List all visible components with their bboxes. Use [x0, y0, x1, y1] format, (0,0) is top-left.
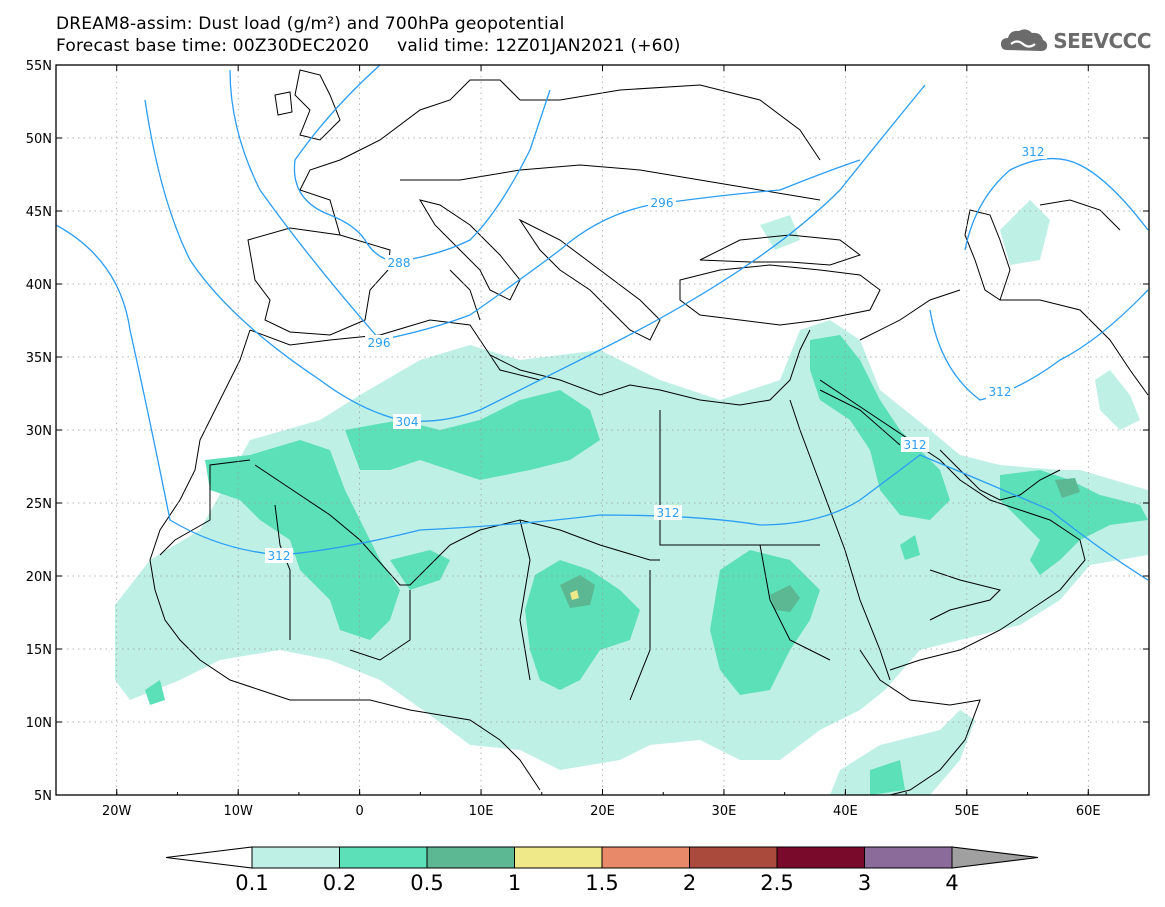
colorbar-over-arrow: [951, 846, 1039, 869]
dust-load-shading: [115, 200, 1148, 795]
logo-text: SEEVCCC: [1053, 29, 1151, 53]
colorbar-label: 0.2: [323, 871, 356, 895]
contour-label-bg: [654, 505, 682, 520]
y-tick-label: 35N: [26, 351, 52, 366]
x-tick-label: 10E: [469, 804, 494, 819]
colorbar-label: 2: [683, 871, 696, 895]
colorbar-swatch: [426, 846, 515, 869]
longitude-labels: 20W 10W 0 10E 20E 30E 40E 50E 60E: [102, 804, 1101, 819]
contour-labels: 312 296 288 296 304 312 312 312 312: [265, 144, 1047, 563]
y-tick-label: 25N: [26, 497, 52, 512]
contour-label-bg: [901, 437, 929, 452]
y-tick-label: 50N: [26, 132, 52, 147]
contour-label: 304: [396, 415, 419, 429]
colorbar-under-arrow: [165, 846, 253, 869]
x-tick-label: 60E: [1076, 804, 1101, 819]
x-tick-label: 40E: [833, 804, 858, 819]
colorbar-swatch: [864, 846, 953, 869]
colorbar-swatch: [514, 846, 603, 869]
colorbar-labels: 0.1 0.2 0.5 1 1.5 2 2.5 3 4: [235, 871, 958, 895]
y-tick-label: 55N: [26, 59, 52, 74]
contour-label: 312: [268, 549, 291, 563]
x-tick-label: 20E: [590, 804, 615, 819]
colorbar-swatch: [776, 846, 865, 869]
x-tick-label: 0: [355, 804, 363, 819]
contour-label: 312: [657, 506, 680, 520]
axis-ticks: [55, 64, 1150, 796]
contour-label: 312: [904, 438, 927, 452]
seevccc-logo: SEEVCCC: [999, 24, 1151, 58]
y-tick-label: 5N: [34, 789, 52, 804]
y-tick-label: 40N: [26, 278, 52, 293]
contour-label: 312: [1022, 145, 1045, 159]
contour-label-bg: [265, 548, 293, 563]
contour-label: 288: [388, 256, 411, 270]
colorbar-label: 4: [945, 871, 958, 895]
colorbar-swatch: [689, 846, 778, 869]
map-subtitle: Forecast base time: 00Z30DEC2020 valid t…: [56, 36, 681, 56]
contour-label: 296: [651, 196, 674, 210]
y-tick-label: 45N: [26, 205, 52, 220]
contour-label-bg: [365, 335, 393, 350]
colorbar-label: 0.1: [235, 871, 268, 895]
colorbar-swatch: [601, 846, 690, 869]
colorbar-label: 0.5: [410, 871, 443, 895]
x-tick-label: 50E: [954, 804, 979, 819]
contour-label-bg: [986, 384, 1014, 399]
dust-colorbar: [165, 846, 1039, 869]
contour-label-bg: [385, 255, 413, 270]
y-tick-label: 20N: [26, 570, 52, 585]
dust-level-0.5: [560, 478, 1080, 612]
geopotential-contours: [56, 65, 1149, 581]
dust-level-1: [570, 590, 579, 600]
contour-label-bg: [648, 195, 676, 210]
colorbar-swatch: [251, 846, 340, 869]
colorbar-swatch: [339, 846, 428, 869]
contour-label-bg: [1019, 144, 1047, 159]
colorbar-label: 2.5: [760, 871, 793, 895]
coastlines-borders: [149, 69, 1149, 795]
contour-label: 312: [989, 385, 1012, 399]
map-title: DREAM8-assim: Dust load (g/m²) and 700hP…: [56, 14, 565, 34]
colorbar-label: 3: [858, 871, 871, 895]
x-tick-label: 20W: [102, 804, 132, 819]
x-tick-label: 10W: [223, 804, 253, 819]
contour-label-bg: [393, 414, 421, 429]
graticule: [56, 65, 1149, 795]
latitude-labels: 55N 50N 45N 40N 35N 30N 25N 20N 15N 10N 5N: [26, 59, 52, 804]
contour-label: 296: [368, 336, 391, 350]
colorbar-label: 1.5: [585, 871, 618, 895]
x-tick-label: 30E: [712, 804, 737, 819]
y-tick-label: 10N: [26, 716, 52, 731]
y-tick-label: 30N: [26, 424, 52, 439]
y-tick-label: 15N: [26, 643, 52, 658]
colorbar-label: 1: [508, 871, 521, 895]
cloud-icon: [1001, 29, 1048, 51]
